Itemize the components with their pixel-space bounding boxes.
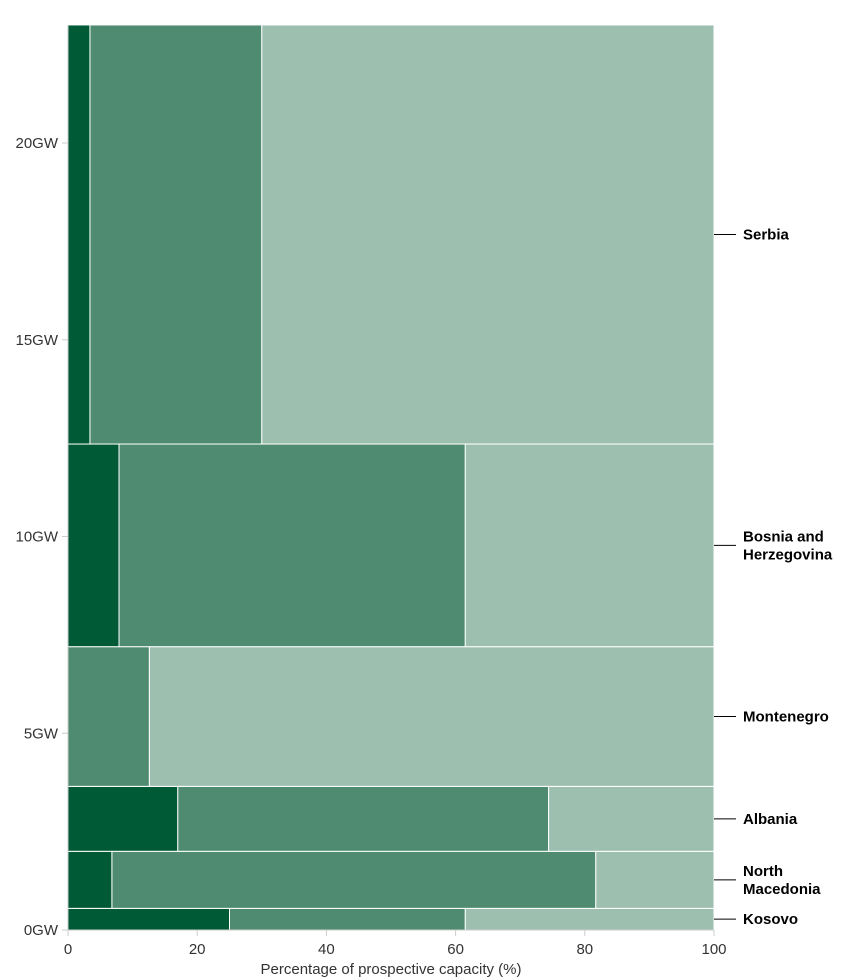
x-axis-title: Percentage of prospective capacity (%) [261, 961, 522, 978]
y-tick-label: 5GW [24, 725, 59, 742]
country-row-3 [67, 646, 715, 787]
bar-segment [67, 646, 150, 787]
x-axis-ticks: 0 20 40 60 80 100 [64, 930, 727, 958]
x-tick-label: 60 [447, 941, 464, 958]
country-label-text: North [743, 863, 783, 880]
bar-segment [67, 785, 179, 852]
y-tick-label: 0GW [24, 922, 59, 939]
x-tick-label: 80 [576, 941, 593, 958]
bar-segment [464, 907, 715, 931]
country-label-text: Montenegro [743, 709, 829, 726]
country-label-text: Herzegovina [743, 546, 833, 563]
country-label-text: Kosovo [743, 911, 798, 928]
country-row-4 [67, 443, 715, 648]
bar-segment [148, 646, 715, 787]
x-tick-label: 40 [318, 941, 335, 958]
country-label-0: Kosovo [714, 911, 798, 928]
country-label-2: Albania [714, 811, 798, 828]
bar-segment [89, 24, 263, 445]
bar-segment [464, 443, 715, 648]
country-row-1 [67, 850, 715, 909]
country-row-5 [67, 24, 715, 445]
country-label-text: Bosnia and [743, 528, 824, 545]
country-label-5: Serbia [714, 226, 790, 243]
country-label-3: Montenegro [714, 709, 829, 726]
bar-segment [548, 785, 715, 852]
country-label-text: Albania [743, 811, 798, 828]
bar-segment [261, 24, 715, 445]
bar-segment [67, 443, 120, 648]
y-tick-label: 10GW [15, 529, 58, 546]
country-label-text: Serbia [743, 226, 790, 243]
x-tick-label: 100 [701, 941, 726, 958]
country-row-0 [67, 907, 715, 931]
bar-segment [229, 907, 466, 931]
x-tick-label: 0 [64, 941, 72, 958]
bar-segment [118, 443, 466, 648]
x-tick-label: 20 [189, 941, 206, 958]
bar-segment [111, 850, 597, 909]
bars-group [67, 24, 715, 931]
bar-segment [67, 24, 91, 445]
y-tick-label: 20GW [15, 135, 58, 152]
y-axis-ticks: 0GW 5GW 10GW 15GW 20GW [15, 135, 68, 939]
country-label-text: Macedonia [743, 881, 821, 898]
y-tick-label: 15GW [15, 332, 58, 349]
bar-segment [177, 785, 550, 852]
country-row-2 [67, 785, 715, 852]
bar-segment [67, 907, 230, 931]
bar-segment [595, 850, 715, 909]
bar-segment [67, 850, 113, 909]
